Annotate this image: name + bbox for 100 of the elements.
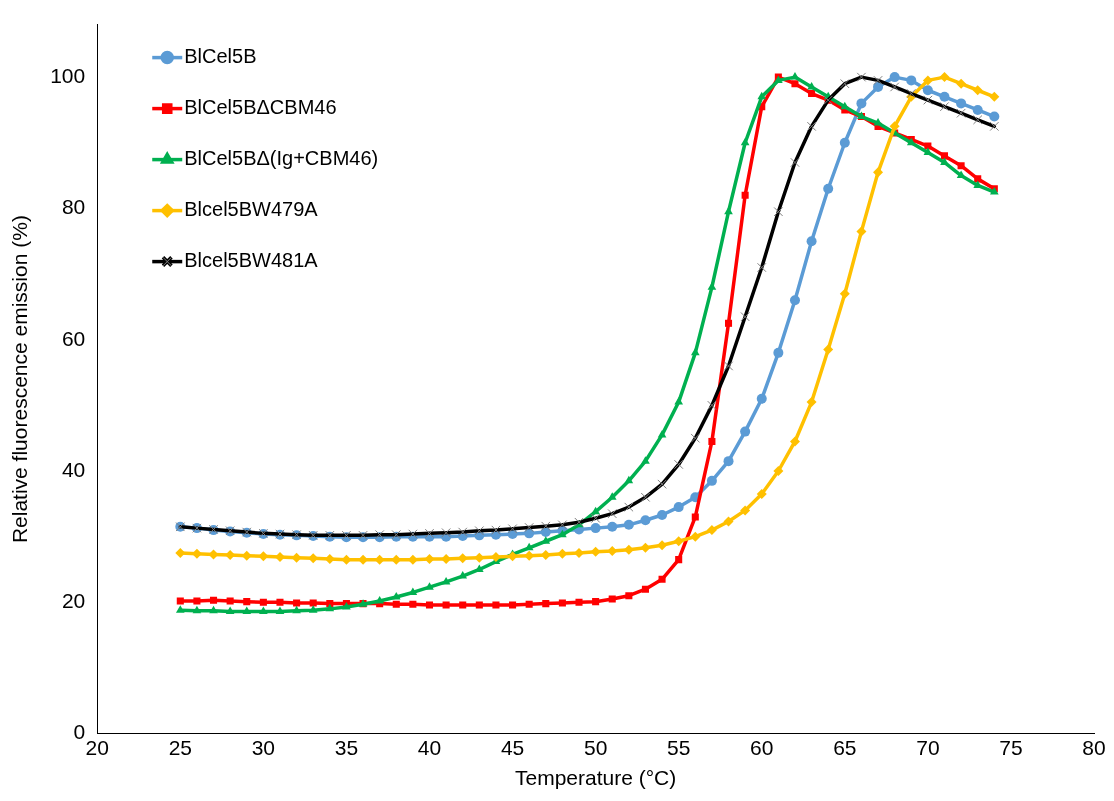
point [873,81,884,92]
point [723,456,734,467]
point [740,137,750,146]
x-tick-label: 35 [334,736,359,759]
point [640,542,651,553]
point [475,601,483,609]
point [243,598,251,606]
y-tick-label: 40 [61,457,86,481]
point [325,603,335,612]
point [740,505,751,516]
point [657,509,668,520]
point [940,157,949,165]
point [873,118,883,126]
legend-label: BlCel5B [184,45,257,68]
point [972,104,983,115]
point [209,596,218,604]
point [806,236,817,247]
point [641,456,650,464]
point [192,605,202,614]
point [625,592,633,600]
x-tick-label: 25 [168,736,192,759]
point [922,85,933,96]
point [806,397,817,408]
point [525,600,533,608]
point [623,519,634,530]
y-tick-label: 20 [61,589,86,613]
point [773,466,784,477]
x-axis-title: Temperature (°C) [514,766,677,790]
y-tick-label: 100 [50,63,86,87]
point [409,600,417,608]
point [972,85,983,96]
point [690,531,701,542]
point [839,288,850,299]
point [175,548,186,559]
point [974,175,982,183]
point [176,597,184,605]
y-tick-label: 60 [61,326,86,350]
point [575,598,583,606]
point [225,606,235,614]
point [558,529,567,538]
point [624,475,634,484]
legend-label: BlCel5BΔ(Ig+CBM46) [184,147,379,170]
point [592,598,600,606]
point [691,513,699,521]
point [259,598,267,606]
point [790,72,800,80]
x-tick-label: 55 [667,736,691,759]
point [607,492,617,500]
point [308,605,318,613]
x-tick-label: 45 [500,736,525,759]
point [673,502,684,513]
point [773,347,784,358]
point [607,521,618,532]
point [608,595,616,603]
point [309,599,317,607]
point [640,515,651,526]
point [242,606,252,614]
x-tick-label: 65 [833,736,857,759]
legend-label: Blcel5BW479A [184,198,319,221]
y-axis-title: Relative fluorescence emission (%) [8,215,32,544]
x-tick-label: 40 [417,736,442,759]
point [591,506,600,515]
point [193,597,201,605]
point [756,393,767,404]
point [922,75,933,86]
point [839,137,850,148]
point [889,72,900,83]
point [175,605,185,613]
x-tick-label: 80 [1082,736,1106,759]
point [492,601,500,609]
point [741,191,749,199]
point [823,183,834,194]
point [590,523,601,534]
point [889,121,900,132]
point [623,544,634,555]
point [856,226,867,237]
x-tick-label: 50 [583,736,608,759]
x-tick-label: 70 [916,736,940,759]
legend-label: Blcel5BW481A [184,249,319,272]
point [873,167,884,178]
point [459,601,467,609]
point [542,600,550,608]
point [756,488,767,499]
x-tick-label: 60 [750,736,774,759]
point [757,91,767,100]
point [707,282,717,290]
point [690,347,700,356]
point [708,437,716,445]
point [723,516,734,527]
point [940,152,949,160]
point [957,162,965,170]
y-tick-label: 0 [73,720,86,744]
point [989,111,1000,122]
point [276,598,284,606]
point [706,475,717,486]
point [424,553,435,564]
legend-label: BlCel5BΔCBM46 [184,96,337,119]
point [442,601,450,609]
point [391,592,401,600]
point [791,80,799,88]
